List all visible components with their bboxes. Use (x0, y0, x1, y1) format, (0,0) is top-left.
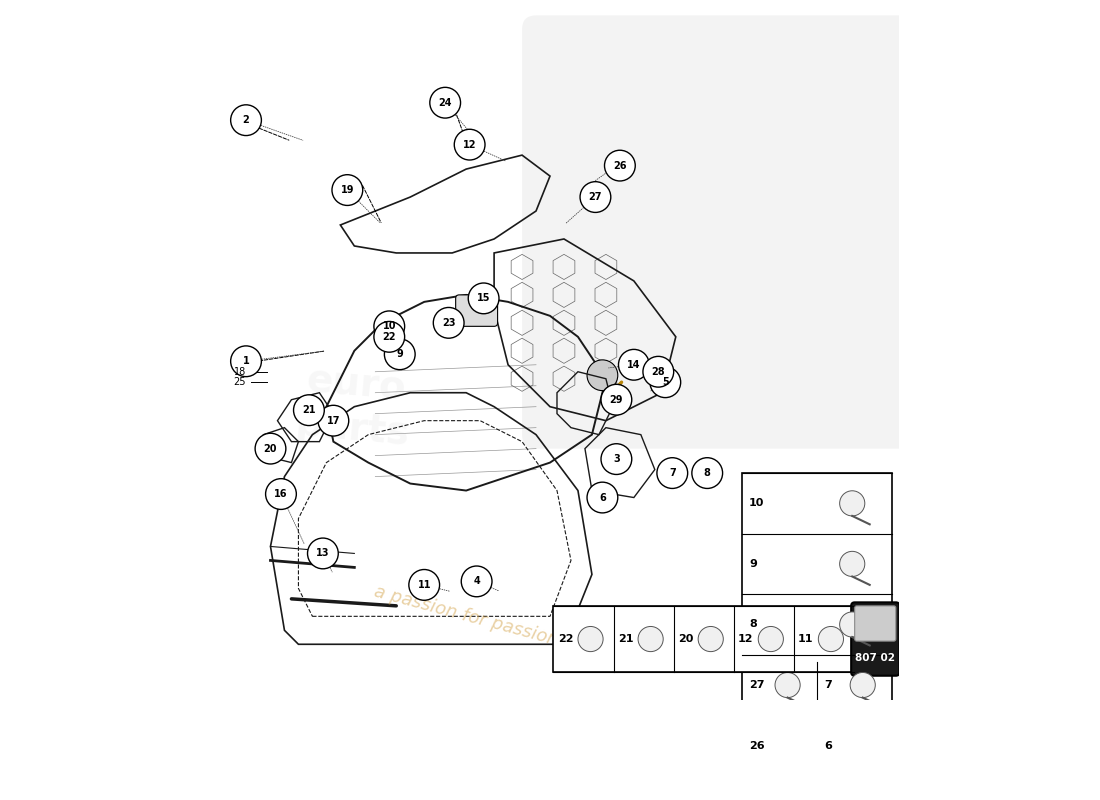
Text: 29: 29 (609, 394, 623, 405)
Text: 6: 6 (824, 741, 833, 750)
Text: 807 02: 807 02 (856, 653, 895, 662)
Text: 28: 28 (651, 366, 666, 377)
Text: 26: 26 (613, 161, 627, 170)
Circle shape (605, 150, 636, 181)
Text: 21: 21 (302, 405, 316, 415)
Text: 18: 18 (234, 366, 246, 377)
Circle shape (776, 794, 800, 800)
Text: 8: 8 (749, 619, 757, 630)
Circle shape (776, 673, 800, 698)
Text: 4: 4 (473, 576, 480, 586)
Text: 11: 11 (418, 580, 431, 590)
FancyBboxPatch shape (455, 295, 497, 326)
Text: a passion for passion: a passion for passion (372, 583, 560, 650)
Text: euro
parts: euro parts (294, 361, 415, 453)
Text: 27: 27 (588, 192, 602, 202)
Circle shape (839, 612, 865, 637)
Circle shape (698, 626, 724, 652)
Circle shape (601, 444, 631, 474)
Circle shape (332, 174, 363, 206)
Text: 27: 27 (749, 680, 764, 690)
Circle shape (580, 182, 611, 213)
Text: 10: 10 (749, 498, 764, 508)
Circle shape (657, 458, 688, 489)
Text: 16: 16 (274, 489, 288, 499)
Circle shape (850, 794, 876, 800)
FancyBboxPatch shape (522, 15, 913, 449)
Circle shape (587, 360, 618, 390)
Text: 14: 14 (627, 360, 640, 370)
Circle shape (839, 490, 865, 516)
Circle shape (587, 482, 618, 513)
Text: 20: 20 (678, 634, 693, 644)
FancyBboxPatch shape (742, 473, 892, 800)
Circle shape (409, 570, 440, 600)
Circle shape (265, 478, 296, 510)
Circle shape (294, 395, 324, 426)
Text: 12: 12 (463, 140, 476, 150)
Text: 12: 12 (738, 634, 754, 644)
Text: 3: 3 (613, 454, 619, 464)
Circle shape (850, 733, 876, 758)
Text: 7: 7 (669, 468, 675, 478)
Circle shape (255, 434, 286, 464)
Circle shape (454, 130, 485, 160)
Text: 22: 22 (558, 634, 573, 644)
Text: 23: 23 (442, 318, 455, 328)
Text: 21: 21 (618, 634, 634, 644)
Circle shape (601, 384, 631, 415)
Circle shape (776, 733, 800, 758)
Circle shape (839, 551, 865, 577)
Text: 8: 8 (704, 468, 711, 478)
Circle shape (461, 566, 492, 597)
Text: 2: 2 (243, 115, 250, 125)
Text: 9: 9 (396, 350, 403, 359)
Text: 17: 17 (327, 416, 340, 426)
Circle shape (818, 626, 844, 652)
Circle shape (231, 346, 262, 377)
Circle shape (578, 626, 603, 652)
Text: 24: 24 (439, 98, 452, 108)
Circle shape (618, 350, 649, 380)
Circle shape (318, 406, 349, 436)
Text: 11: 11 (799, 634, 814, 644)
Circle shape (308, 538, 339, 569)
Circle shape (758, 626, 783, 652)
Text: 6: 6 (600, 493, 606, 502)
Text: 20: 20 (264, 444, 277, 454)
Text: 25: 25 (233, 378, 246, 387)
Text: 5: 5 (662, 378, 669, 387)
Circle shape (433, 307, 464, 338)
Circle shape (430, 87, 461, 118)
Circle shape (374, 322, 405, 352)
Circle shape (650, 367, 681, 398)
FancyBboxPatch shape (553, 606, 854, 672)
Circle shape (469, 283, 499, 314)
Circle shape (231, 105, 262, 135)
Text: 10: 10 (383, 322, 396, 331)
Circle shape (384, 339, 415, 370)
Text: 13: 13 (316, 549, 330, 558)
Text: 1: 1 (243, 356, 250, 366)
Text: 22: 22 (383, 332, 396, 342)
Text: 19: 19 (341, 185, 354, 195)
Text: 15: 15 (477, 294, 491, 303)
FancyBboxPatch shape (851, 602, 900, 676)
Circle shape (850, 673, 876, 698)
Circle shape (692, 458, 723, 489)
Text: 9: 9 (749, 559, 757, 569)
Text: 7: 7 (824, 680, 832, 690)
Circle shape (642, 356, 673, 387)
Circle shape (374, 311, 405, 342)
Text: 26: 26 (749, 741, 764, 750)
Circle shape (638, 626, 663, 652)
FancyBboxPatch shape (855, 606, 895, 641)
